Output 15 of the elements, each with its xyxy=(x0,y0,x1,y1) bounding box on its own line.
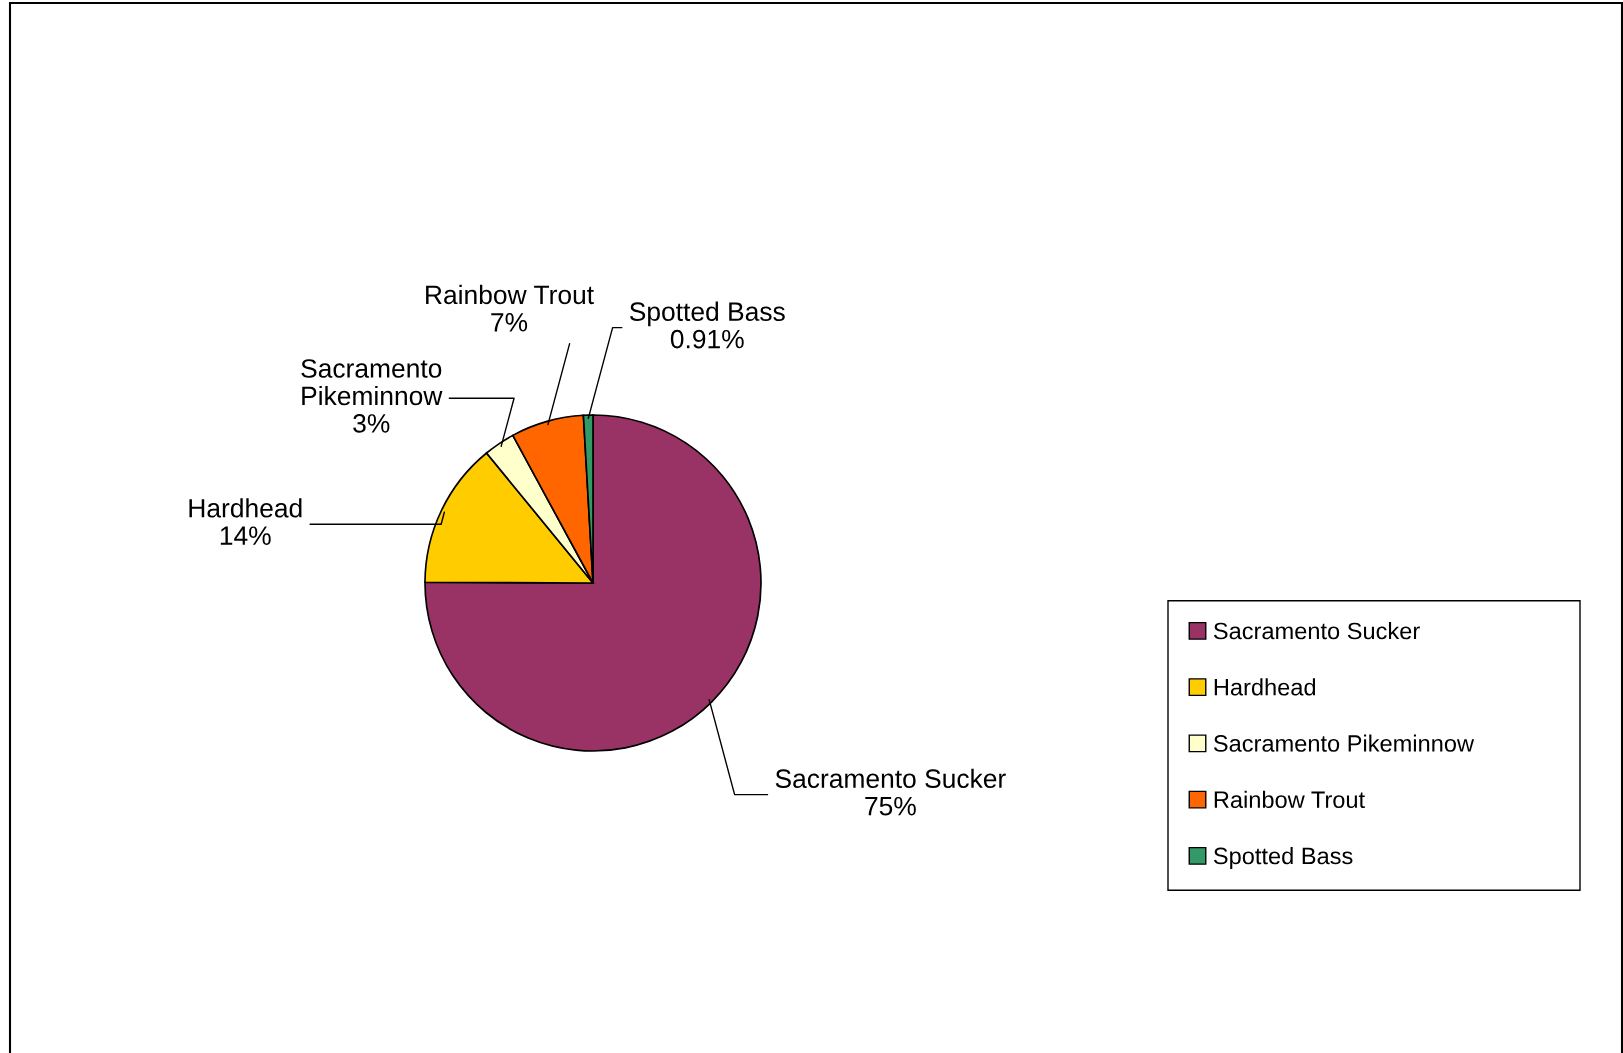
legend-label: Rainbow Trout xyxy=(1214,790,1365,809)
data-label: 7% xyxy=(491,313,528,332)
legend-label: Spotted Bass xyxy=(1213,846,1353,869)
slice-label: Hardhead xyxy=(189,498,302,518)
legend-label: Sacramento Sucker xyxy=(1213,622,1420,640)
legend-label: Hardhead xyxy=(1214,678,1316,696)
data-label: 75% xyxy=(865,796,916,816)
slice-label: Sacramento Pikeminnow xyxy=(301,359,443,406)
legend-label: Sacramento Pikeminnow xyxy=(1213,734,1475,752)
data-label: 14% xyxy=(220,526,271,545)
data-label: 0.91% xyxy=(670,329,744,349)
slice-label: Sacramento Sucker xyxy=(775,768,1006,789)
slice-label: Spotted Bass xyxy=(629,301,785,327)
slice-label: Rainbow Trout xyxy=(426,284,594,305)
data-label: 3% xyxy=(353,414,390,433)
